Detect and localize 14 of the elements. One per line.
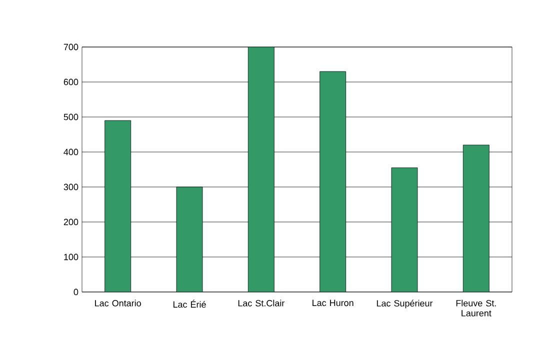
y-tick-label: 400 — [64, 148, 78, 156]
y-tick-label: 100 — [64, 254, 78, 260]
y-tick-label: 300 — [64, 184, 78, 190]
y-tick-label: 0 — [74, 288, 78, 296]
x-tick-label: Lac Érié — [173, 300, 206, 308]
x-tick-label: Lac Supérieur — [376, 300, 433, 308]
y-tick-label: 700 — [64, 44, 78, 50]
x-tick-label: Lac Huron — [312, 300, 354, 306]
y-tick-label: 200 — [64, 218, 78, 226]
x-tick-label: Lac St.Clair — [238, 300, 285, 306]
x-tick-label: Lac Ontario — [95, 300, 141, 306]
y-tick-label: 600 — [64, 78, 78, 86]
x-tick-label: Fleuve St. Laurent — [456, 300, 496, 316]
y-tick-label: 500 — [64, 114, 78, 120]
